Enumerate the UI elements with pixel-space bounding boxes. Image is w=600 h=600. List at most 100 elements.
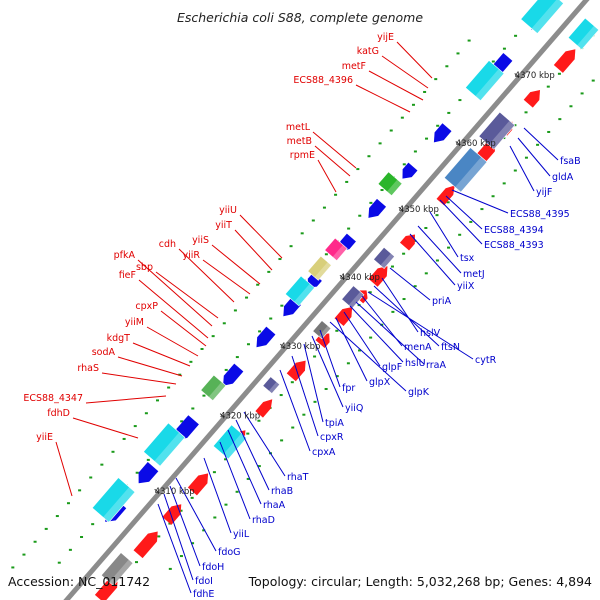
kbp-tick-mark: [339, 274, 345, 280]
blue-label-leader: [417, 225, 462, 274]
gene-label-red: cdh: [159, 239, 176, 250]
blue-label-leader: [279, 369, 311, 452]
gene-label-red: yiiE: [36, 432, 53, 443]
gene-label-blue: priA: [432, 296, 452, 307]
blue-label-leader: [523, 127, 559, 161]
spacer-dot: [313, 400, 317, 403]
spacer-dot: [180, 420, 184, 423]
kbp-tick-label: 4320 kbp: [220, 411, 260, 421]
blue-label-leader: [311, 335, 344, 408]
gene-label-red: yiiU: [219, 205, 237, 216]
red-label-leader: [239, 214, 283, 259]
spacer-dot: [456, 52, 460, 55]
blue-label-leader: [517, 137, 551, 177]
gene-arrow: [553, 49, 576, 73]
spacer-dot: [279, 394, 283, 397]
spacer-dot: [491, 195, 495, 198]
spacer-dots: [11, 34, 595, 570]
blue-label-leader: [243, 411, 286, 477]
spacer-dot: [78, 489, 82, 492]
gene-label-red: pfkA: [114, 250, 136, 261]
spacer-dot: [100, 463, 104, 466]
red-label-leader: [138, 279, 209, 339]
gene-arrow: [399, 234, 415, 251]
gene-label-red: metL: [286, 122, 311, 133]
spacer-dot: [436, 124, 440, 127]
spacer-dot: [235, 490, 239, 493]
blue-label-leader: [169, 485, 201, 567]
spacer-dot: [168, 567, 172, 570]
red-label-leader: [211, 244, 261, 285]
spacer-dot: [358, 214, 362, 217]
gene-label-red: cpxP: [135, 301, 158, 312]
gene-arrow: [368, 266, 388, 287]
spacer-dot: [135, 561, 139, 564]
spacer-dot: [91, 523, 95, 526]
blue-label-leader: [451, 189, 509, 214]
gene-label-blue: cytR: [475, 355, 497, 366]
spacer-dot: [467, 39, 471, 42]
spacer-dot: [269, 317, 273, 320]
spacer-dot: [89, 476, 93, 479]
gene-arrow: [286, 360, 306, 382]
spacer-dot: [513, 169, 517, 172]
blue-label-leader: [303, 343, 324, 423]
spacer-dot: [179, 555, 183, 558]
red-label-leader: [355, 84, 411, 113]
spacer-dot: [144, 412, 148, 415]
accession-text: Accession: NC_011742: [8, 574, 150, 589]
red-label-leader: [202, 259, 251, 295]
gene-label-blue: hslV: [420, 328, 441, 339]
gene-label-blue: hslU: [405, 358, 426, 369]
gene-label-blue: tsx: [460, 253, 475, 264]
gene-label-red: kdgT: [107, 333, 131, 344]
gene-label-red: rhaS: [77, 363, 99, 374]
spacer-dot: [257, 465, 261, 468]
spacer-dot: [278, 258, 282, 261]
kbp-tick-label: 4350 kbp: [399, 205, 439, 215]
spacer-dot: [168, 522, 172, 525]
gene-label-blue: fpr: [342, 383, 355, 394]
blue-label-leader: [235, 419, 270, 491]
gene-block: [377, 171, 403, 197]
gene-label-blue: yiiX: [457, 281, 475, 292]
gene-label-red: rpmE: [290, 150, 315, 161]
gene-arrow: [523, 90, 541, 108]
spacer-dot: [469, 220, 473, 223]
gene-arrow: [162, 504, 182, 525]
gene-block: [284, 275, 316, 307]
spacer-dot: [458, 99, 462, 102]
spacer-dot: [66, 502, 70, 505]
gene-block: [464, 59, 505, 102]
spacer-dot: [369, 336, 373, 339]
spacer-dot: [569, 105, 573, 108]
genome-backbone: [63, 0, 590, 600]
spacer-dot: [434, 78, 438, 81]
blue-label-leader: [319, 329, 341, 388]
gene-block: [212, 424, 248, 460]
gene-label-blue: cpxR: [320, 432, 344, 443]
gene-label-red: ECS88_4396: [293, 75, 353, 86]
red-label-leader: [117, 356, 183, 377]
spacer-dot: [190, 496, 194, 499]
kbp-tick-label: 4370 kbp: [515, 71, 555, 81]
spacer-dot: [33, 540, 37, 543]
blue-label-leader: [409, 233, 456, 286]
map-title: Escherichia coli S88, complete genome: [177, 10, 423, 25]
spacer-dot: [135, 471, 139, 474]
gene-arrow: [402, 162, 418, 179]
spacer-dot: [156, 399, 160, 402]
gene-label-blue: glpF: [382, 362, 402, 373]
spacer-dot: [146, 458, 150, 461]
spacer-dot: [546, 85, 550, 88]
spacer-dot: [502, 182, 506, 185]
gene-label-red: yiiT: [215, 220, 232, 231]
gene-block: [443, 147, 488, 193]
gene-arrow: [255, 399, 273, 418]
gene-label-blue: yiiL: [233, 529, 250, 540]
spacer-dot: [267, 270, 271, 273]
blue-label-leader: [509, 145, 535, 192]
gene-label-red: ECS88_4347: [23, 393, 83, 404]
gene-block: [567, 17, 600, 50]
spacer-dot: [446, 201, 450, 204]
